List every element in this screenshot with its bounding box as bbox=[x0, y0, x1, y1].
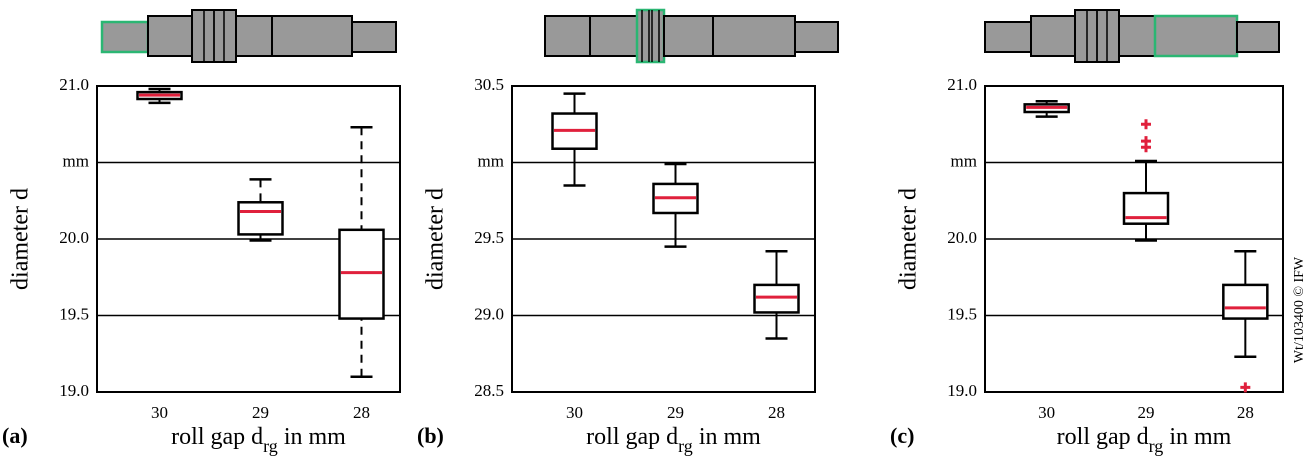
x-axis-label-part: rg bbox=[263, 436, 278, 456]
box bbox=[753, 283, 800, 314]
y-tick-label: 20.0 bbox=[59, 228, 89, 247]
x-tick-label: 29 bbox=[667, 403, 684, 422]
x-axis-label-part: in mm bbox=[693, 424, 761, 450]
x-axis-label-part: in mm bbox=[1163, 424, 1231, 450]
y-tick-label: 21.0 bbox=[59, 75, 89, 94]
x-axis-label: roll gap drg in mm bbox=[171, 424, 346, 457]
y-tick-label: 28.5 bbox=[474, 381, 504, 400]
panel-label: (a) bbox=[2, 423, 28, 448]
shaft-section bbox=[589, 15, 638, 57]
y-axis-label: diameter d bbox=[423, 188, 449, 290]
outlier bbox=[1240, 382, 1251, 393]
shaft-section bbox=[271, 15, 353, 57]
outlier bbox=[1141, 119, 1151, 130]
shaft-section bbox=[1153, 14, 1239, 58]
shaft-section bbox=[544, 15, 591, 57]
x-axis-label: roll gap drg in mm bbox=[586, 424, 761, 457]
x-tick-label: 30 bbox=[566, 403, 583, 422]
x-axis-label-part: roll gap d bbox=[586, 424, 678, 450]
y-tick-label: 19.0 bbox=[947, 381, 977, 400]
y-axis-label: diameter d bbox=[8, 188, 34, 290]
box bbox=[338, 228, 385, 320]
shaft-section bbox=[794, 21, 839, 53]
panel-label: (c) bbox=[890, 423, 914, 448]
shaft-section bbox=[100, 20, 150, 54]
x-tick-label: 30 bbox=[1038, 403, 1055, 422]
y-tick-label: 19.5 bbox=[947, 304, 977, 323]
y-tick-label: 20.0 bbox=[947, 228, 977, 247]
x-axis-label-part: roll gap d bbox=[171, 424, 263, 450]
x-tick-label: 28 bbox=[1237, 403, 1254, 422]
y-tick-label: 19.0 bbox=[59, 381, 89, 400]
x-tick-label: 28 bbox=[353, 403, 370, 422]
y-tick-label: 30.5 bbox=[474, 75, 504, 94]
y-axis-label: diameter d bbox=[896, 188, 922, 290]
y-tick-label: mm bbox=[951, 151, 977, 170]
box bbox=[1122, 191, 1170, 225]
box bbox=[237, 201, 284, 236]
credit: Wt/103400 © IFW bbox=[1292, 256, 1307, 363]
x-tick-label: 28 bbox=[768, 403, 785, 422]
x-axis-label-part: rg bbox=[1149, 436, 1164, 456]
x-tick-label: 30 bbox=[151, 403, 168, 422]
shaft-section bbox=[147, 15, 193, 57]
shaft-section bbox=[1118, 15, 1156, 57]
shaft-section bbox=[712, 15, 796, 57]
y-tick-label: 21.0 bbox=[947, 75, 977, 94]
x-axis-label-part: roll gap d bbox=[1057, 424, 1149, 450]
shaft-section bbox=[984, 21, 1032, 53]
y-tick-label: mm bbox=[63, 151, 89, 170]
x-axis-label-part: in mm bbox=[278, 424, 346, 450]
box bbox=[1222, 283, 1269, 320]
y-tick-label: 29.0 bbox=[474, 304, 504, 323]
shaft-section bbox=[1030, 15, 1076, 57]
outlier bbox=[1141, 136, 1151, 147]
y-tick-label: 29.5 bbox=[474, 228, 504, 247]
y-tick-label: mm bbox=[478, 151, 504, 170]
x-axis-label-part: rg bbox=[678, 436, 693, 456]
shaft-section bbox=[351, 21, 397, 53]
shaft-section bbox=[1236, 21, 1280, 53]
shaft-section bbox=[663, 15, 714, 57]
shaft-section bbox=[635, 8, 666, 64]
x-tick-label: 29 bbox=[252, 403, 269, 422]
panel-label: (b) bbox=[417, 423, 444, 448]
x-tick-label: 29 bbox=[1138, 403, 1155, 422]
y-tick-label: 19.5 bbox=[59, 304, 89, 323]
x-axis-label: roll gap drg in mm bbox=[1057, 424, 1232, 457]
shaft-section bbox=[235, 15, 273, 57]
